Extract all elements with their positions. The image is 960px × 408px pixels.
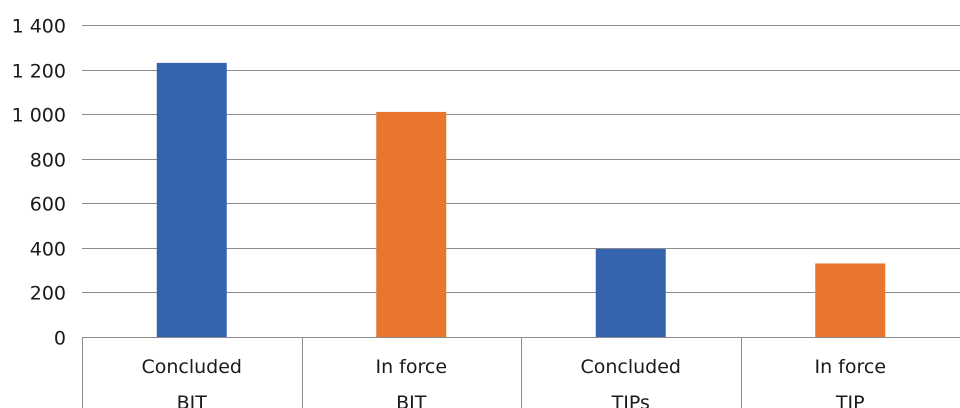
y-tick-label: 800	[30, 150, 66, 172]
category-label-line: In force	[375, 356, 447, 378]
category-label-line: TIPs	[611, 392, 650, 408]
y-axis-tick-labels: 0 200 400 600 800 1 000 1 200 1 400	[12, 16, 66, 350]
bars	[156, 62, 886, 338]
category-label-line: BIT	[177, 392, 208, 408]
bar	[595, 248, 666, 337]
y-tick-label: 0	[54, 328, 66, 350]
category-label-line: BIT	[396, 392, 427, 408]
bar	[156, 62, 227, 338]
y-tick-label: 1 400	[12, 16, 66, 38]
category-label: In force TIP	[814, 356, 886, 408]
category-label-line: Concluded	[580, 356, 681, 378]
category-label: In force BIT	[375, 356, 447, 408]
category-label-line: Concluded	[141, 356, 242, 378]
category-label: Concluded BIT	[141, 356, 242, 408]
bar	[376, 111, 447, 338]
category-labels: Concluded BIT In force BIT Concluded TIPs In f…	[141, 356, 886, 408]
y-tick-label: 1 000	[12, 105, 66, 127]
category-label: Concluded TIPs	[580, 356, 681, 408]
category-label-line: In force	[814, 356, 886, 378]
gridlines	[82, 25, 960, 293]
y-tick-label: 200	[30, 283, 66, 305]
category-axis-table	[82, 337, 960, 408]
y-tick-label: 400	[30, 239, 66, 261]
y-tick-label: 1 200	[12, 61, 66, 83]
category-label-line: TIP	[835, 392, 865, 408]
bar	[815, 263, 886, 337]
y-tick-label: 600	[30, 194, 66, 216]
